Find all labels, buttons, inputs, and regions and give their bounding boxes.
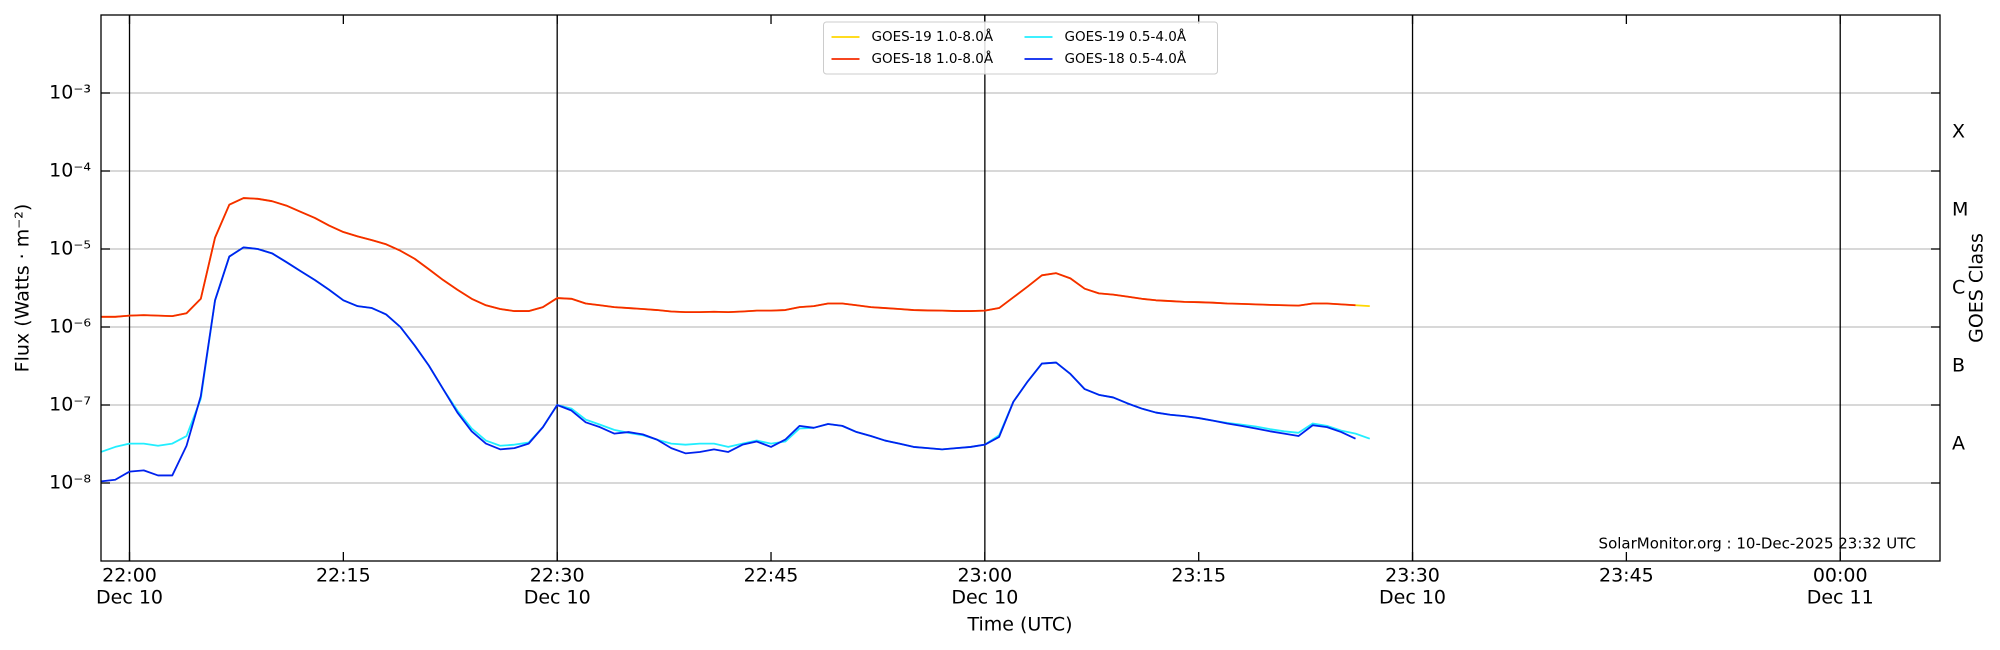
legend-box <box>823 21 1218 75</box>
x-tick-label: 22:15 <box>316 565 371 587</box>
plot-frame <box>100 14 1941 562</box>
x-tick-label: Dec 10 <box>1379 587 1446 609</box>
y2-tick-label: A <box>1952 433 1965 455</box>
y-tick-label: 10⁻⁴ <box>49 160 91 182</box>
y-tick-label: 10⁻³ <box>49 82 91 104</box>
x-axis-label: Time (UTC) <box>966 614 1072 636</box>
x-tick-label: Dec 10 <box>951 587 1018 609</box>
y2-tick-label: B <box>1952 355 1965 377</box>
y2-tick-label: C <box>1952 277 1965 299</box>
x-tick-label: Dec 11 <box>1807 587 1874 609</box>
legend-label: GOES-19 0.5-4.0Å <box>1065 28 1187 45</box>
y-tick-label: 10⁻⁸ <box>49 472 91 494</box>
annotation: SolarMonitor.org : 10-Dec-2025 23:32 UTC <box>1599 535 1916 553</box>
x-tick-label: Dec 10 <box>96 587 163 609</box>
series-line <box>101 197 1356 318</box>
y-tick-label: 10⁻⁷ <box>49 394 91 416</box>
legend-label: GOES-18 0.5-4.0Å <box>1065 50 1187 67</box>
y-tick-label: 10⁻⁶ <box>49 316 91 338</box>
x-tick-label: 23:15 <box>1171 565 1226 587</box>
x-tick-label: 23:30 <box>1385 565 1440 587</box>
x-tick-label: 23:45 <box>1599 565 1654 587</box>
y2-tick-label: X <box>1952 121 1965 143</box>
x-tick-label: Dec 10 <box>524 587 591 609</box>
y-tick-label: 10⁻⁵ <box>49 238 91 260</box>
legend-label: GOES-19 1.0-8.0Å <box>872 28 994 45</box>
x-tick-label: 22:30 <box>530 565 585 587</box>
x-tick-label: 23:00 <box>957 565 1012 587</box>
x-tick-label: 00:00 <box>1813 565 1868 587</box>
y2-tick-label: M <box>1952 199 1968 221</box>
y-axis-label: Flux (Watts · m⁻²) <box>12 204 34 373</box>
y2-axis-label: GOES Class <box>1966 233 1988 343</box>
x-tick-label: 22:45 <box>744 565 799 587</box>
x-tick-label: 22:00 <box>102 565 157 587</box>
series-line <box>100 246 1356 483</box>
legend-label: GOES-18 1.0-8.0Å <box>872 50 994 67</box>
